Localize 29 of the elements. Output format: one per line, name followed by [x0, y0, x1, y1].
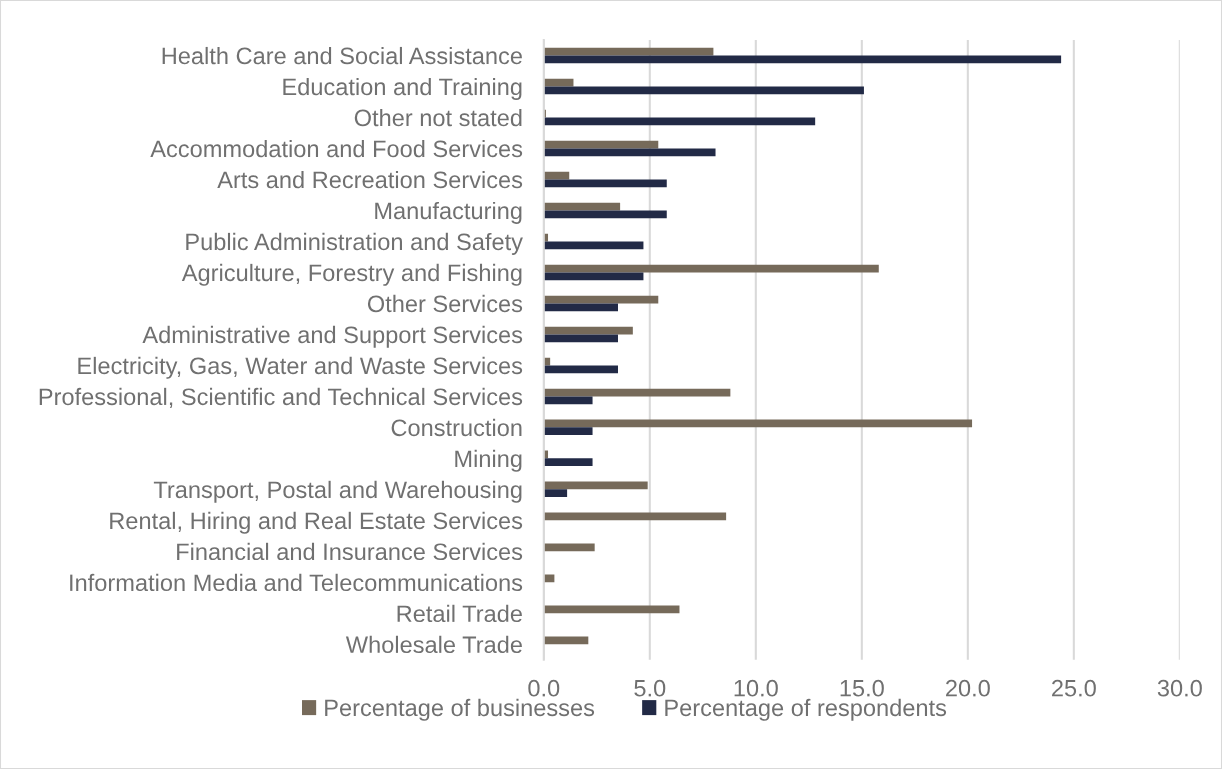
x-tick-label: 10.0 — [734, 679, 778, 697]
y-tick-label: Accommodation and Food Services — [150, 139, 523, 158]
x-tick-label: 30.0 — [1157, 679, 1202, 697]
y-tick-label: Construction — [391, 418, 522, 437]
y-tick-label: Rental, Hiring and Real Estate Services — [110, 511, 523, 534]
x-tick-label: 5.0 — [634, 679, 666, 697]
y-tick-label: Mining — [455, 449, 522, 472]
y-tick-label: Retail Trade — [397, 604, 522, 623]
y-tick-label: Manufacturing — [375, 201, 522, 224]
y-tick-label: Arts and Recreation Services — [217, 170, 523, 189]
y-tick-label: Professional, Scientific and Technical Services — [39, 387, 523, 408]
y-tick-label: Information Media and Telecommunications — [70, 573, 523, 592]
y-tick-label: Electricity, Gas, Water and Waste Services — [78, 356, 523, 379]
x-tick-label: 15.0 — [840, 679, 884, 697]
y-tick-label: Wholesale Trade — [345, 635, 522, 654]
legend-label: Percentage of businesses — [325, 698, 595, 721]
x-tick-label: 25.0 — [1052, 679, 1096, 697]
y-tick-label: Transport, Postal and Warehousing — [153, 480, 522, 503]
legend-label: Percentage of respondents — [665, 698, 947, 721]
y-tick-label: Health Care and Social Assistance — [162, 46, 522, 65]
y-tick-label: Education and Training — [283, 77, 522, 100]
y-tick-label: Other Services — [367, 294, 523, 313]
y-tick-label: Administrative and Support Services — [142, 325, 523, 348]
y-tick-label: Public Administration and Safety — [186, 232, 523, 255]
y-tick-label: Other not stated — [354, 108, 522, 127]
x-tick-label: 20.0 — [946, 679, 990, 697]
x-tick-label: 0.0 — [528, 679, 560, 697]
y-tick-label: Agriculture, Forestry and Fishing — [181, 263, 522, 286]
y-tick-label: Financial and Insurance Services — [177, 542, 523, 561]
